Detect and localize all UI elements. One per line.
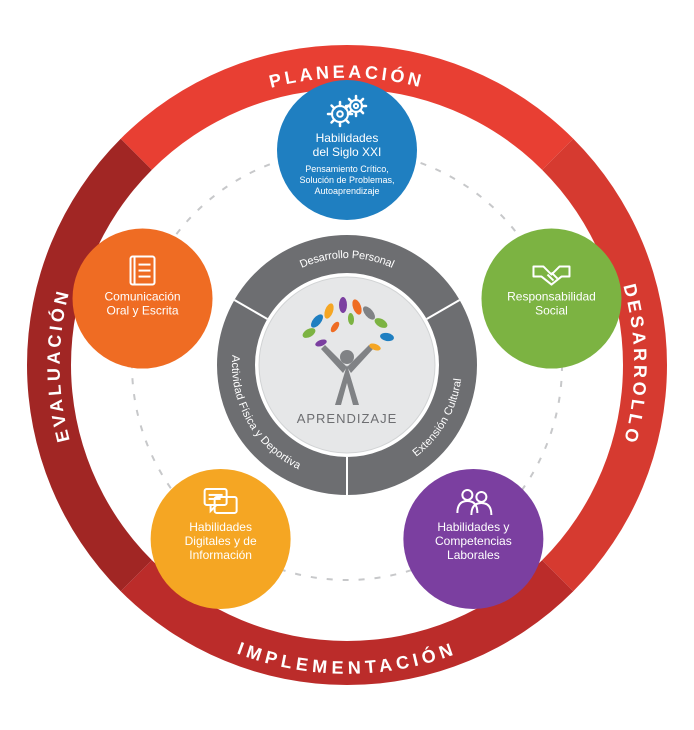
center: APRENDIZAJE — [259, 277, 435, 453]
center-label: APRENDIZAJE — [297, 411, 398, 426]
circular-diagram: PLANEACIÓNDESARROLLOIMPLEMENTACIÓNEVALUA… — [0, 0, 694, 730]
node-title: Responsabilidad — [507, 290, 596, 304]
node-title: Comunicación — [104, 290, 180, 304]
node-title: Habilidades — [316, 131, 379, 145]
node-subtitle: Solución de Problemas, — [299, 175, 394, 185]
node-subtitle: Autoaprendizaje — [314, 186, 379, 196]
node-title: Habilidades — [189, 520, 252, 534]
competency-node: ComunicaciónOral y Escrita — [73, 229, 213, 369]
competency-node: Habilidadesdel Siglo XXI Pensamiento Crít… — [277, 80, 417, 220]
node-title: Oral y Escrita — [107, 304, 179, 318]
node-title: Información — [189, 548, 252, 562]
competency-node: ResponsabilidadSocial — [481, 229, 621, 369]
competency-node: HabilidadesDigitales y deInformación — [151, 469, 291, 609]
node-subtitle: Pensamiento Crítico, — [305, 164, 389, 174]
node-title: Social — [535, 304, 568, 318]
node-title: Digitales y de — [185, 534, 257, 548]
node-title: Laborales — [447, 548, 500, 562]
node-title: Habilidades y — [437, 520, 509, 534]
node-title: Competencias — [435, 534, 512, 548]
node-title: del Siglo XXI — [313, 145, 382, 159]
competency-node: Habilidades yCompetenciasLaborales — [403, 469, 543, 609]
